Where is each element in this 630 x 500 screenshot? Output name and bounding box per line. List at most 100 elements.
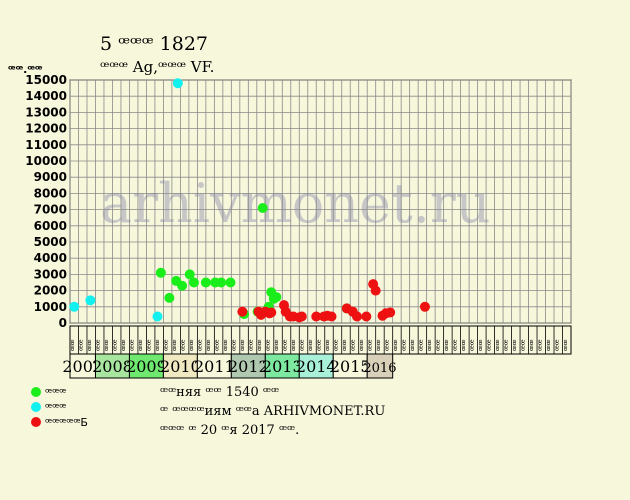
data-point-series-0 — [184, 269, 195, 280]
data-point-series-2 — [296, 311, 307, 322]
data-point-series-2 — [352, 311, 363, 322]
quarter-label: ꟹꟹ — [469, 339, 479, 351]
data-point-series-0 — [155, 267, 166, 278]
legend-label-red: ꟹꟹꟹꟹꟹБ — [45, 416, 88, 429]
quarter-label: ꟹꟹ — [70, 339, 80, 351]
y-tick-label: 1000 — [34, 300, 67, 314]
quarter-label: ꟹꟹ — [240, 339, 250, 351]
y-axis-unit: ꟹꟹ.ꟹꟹ — [8, 63, 43, 76]
year-label: 2009 — [126, 357, 167, 376]
y-tick-label: 3000 — [34, 267, 67, 281]
quarter-label: ꟹꟹ — [274, 339, 284, 351]
year-band — [332, 353, 368, 379]
quarter-label: ꟹꟹ — [546, 339, 556, 351]
data-point-series-2 — [419, 301, 430, 312]
year-band — [264, 353, 300, 379]
data-point-series-2 — [370, 285, 381, 296]
data-point-series-2 — [311, 311, 322, 322]
quarter-label: ꟹꟹ — [537, 339, 547, 351]
quarter-label: ꟹꟹ — [393, 339, 403, 351]
quarter-label: ꟹꟹ — [291, 339, 301, 351]
quarter-label: ꟹꟹ — [317, 339, 327, 351]
quarter-label: ꟹꟹ — [333, 339, 343, 351]
quarter-label: ꟹꟹ — [350, 339, 360, 351]
y-tick-label: 11000 — [25, 138, 67, 152]
quarter-label: ꟹꟹ — [418, 339, 428, 351]
data-point-series-0 — [200, 277, 211, 288]
watermark: arhivmonet.ru — [100, 172, 490, 235]
quarter-label: ꟹꟹ — [164, 339, 174, 351]
info-block: ꟹꟹняя ꟹꟹ 1540 ꟹꟹ ꟹ ꟹꟹꟹꟹиям ꟹꟹа ARHIVMONE… — [160, 385, 385, 438]
quarter-label: ꟹꟹ — [96, 339, 106, 351]
year-label: 2011 — [194, 357, 235, 376]
quarter-label: ꟹꟹ — [503, 339, 513, 351]
quarter-label: ꟹꟹ — [215, 339, 225, 351]
quarter-label: ꟹꟹ — [147, 339, 157, 351]
quarter-label: ꟹꟹ — [512, 339, 522, 351]
y-tick-label: 12000 — [25, 122, 67, 136]
quarter-label: ꟹꟹ — [79, 339, 89, 351]
quarter-label: ꟹꟹ — [130, 339, 140, 351]
y-tick-label: 2000 — [34, 284, 67, 298]
quarter-label: ꟹꟹ — [367, 339, 377, 351]
quarter-label: ꟹꟹ — [104, 339, 114, 351]
quarter-label: ꟹꟹ — [410, 339, 420, 351]
chart-subtitle: ꟹꟹꟹ Ag,ꟹꟹꟹ VF. — [100, 58, 214, 76]
year-label: 2010 — [160, 357, 201, 376]
info-line-2: ꟹ ꟹꟹꟹꟹиям ꟹꟹа ARHIVMONET.RU — [160, 404, 385, 419]
data-point-series-2 — [326, 311, 337, 322]
data-point-series-0 — [164, 292, 175, 303]
legend: ꟹꟹꟹ ꟹꟹꟹ ꟹꟹꟹꟹꟹБ — [31, 386, 88, 429]
quarter-label: ꟹꟹ — [87, 339, 97, 351]
quarter-label: ꟹꟹ — [308, 339, 318, 351]
y-tick-label: 0 — [59, 316, 67, 330]
info-line-1: ꟹꟹняя ꟹꟹ 1540 ꟹꟹ — [160, 385, 279, 400]
data-point-series-1 — [69, 301, 80, 312]
y-tick-label: 7000 — [34, 203, 67, 217]
quarter-label: ꟹꟹ — [223, 339, 233, 351]
year-label: 2014 — [296, 357, 337, 376]
year-band — [69, 353, 96, 379]
quarter-label: ꟹꟹ — [435, 339, 445, 351]
quarter-label: ꟹꟹ — [198, 339, 208, 351]
quarter-label: ꟹꟹ — [181, 339, 191, 351]
legend-marker-red — [31, 417, 41, 427]
quarter-label: ꟹꟹ — [189, 339, 199, 351]
y-tick-label: 8000 — [34, 186, 67, 200]
year-label: 2016 — [363, 361, 396, 376]
year-band — [230, 353, 266, 379]
quarter-label: ꟹꟹ — [249, 339, 259, 351]
quarter-label: ꟹꟹ — [461, 339, 471, 351]
y-tick-label: 5000 — [34, 235, 67, 249]
quarter-label: ꟹꟹ — [384, 339, 394, 351]
quarter-label: ꟹꟹ — [342, 339, 352, 351]
quarter-label: ꟹꟹ — [266, 339, 276, 351]
quarter-label: ꟹꟹ — [172, 339, 182, 351]
quarter-label: ꟹꟹ — [283, 339, 293, 351]
data-point-series-2 — [266, 307, 277, 318]
data-point-series-1 — [172, 78, 183, 89]
data-point-series-2 — [237, 306, 248, 317]
quarter-label: ꟹꟹ — [206, 339, 216, 351]
y-tick-label: 15000 — [25, 73, 67, 87]
legend-label-cyan: ꟹꟹꟹ — [45, 401, 66, 414]
quarter-label: ꟹꟹ — [300, 339, 310, 351]
data-point-series-2 — [361, 311, 372, 322]
info-line-3: ꟹꟹꟹ ꟹ 20 ꟹя 2017 ꟹꟹ. — [160, 423, 299, 438]
quarter-label: ꟹꟹ — [113, 339, 123, 351]
year-band — [366, 353, 394, 379]
year-label: 2007 — [62, 357, 103, 376]
quarter-label: ꟹꟹ — [121, 339, 131, 351]
legend-marker-green — [31, 387, 41, 397]
year-label: 2012 — [228, 357, 269, 376]
data-points — [69, 78, 430, 323]
data-point-series-2 — [385, 307, 396, 318]
quarter-label: ꟹꟹ — [554, 339, 564, 351]
y-tick-label: 14000 — [25, 89, 67, 103]
quarter-label: ꟹꟹ — [563, 339, 573, 351]
quarter-label: ꟹꟹ — [359, 339, 369, 351]
year-label: 2008 — [92, 357, 133, 376]
quarter-label: ꟹꟹ — [427, 339, 437, 351]
data-point-series-0 — [188, 277, 199, 288]
